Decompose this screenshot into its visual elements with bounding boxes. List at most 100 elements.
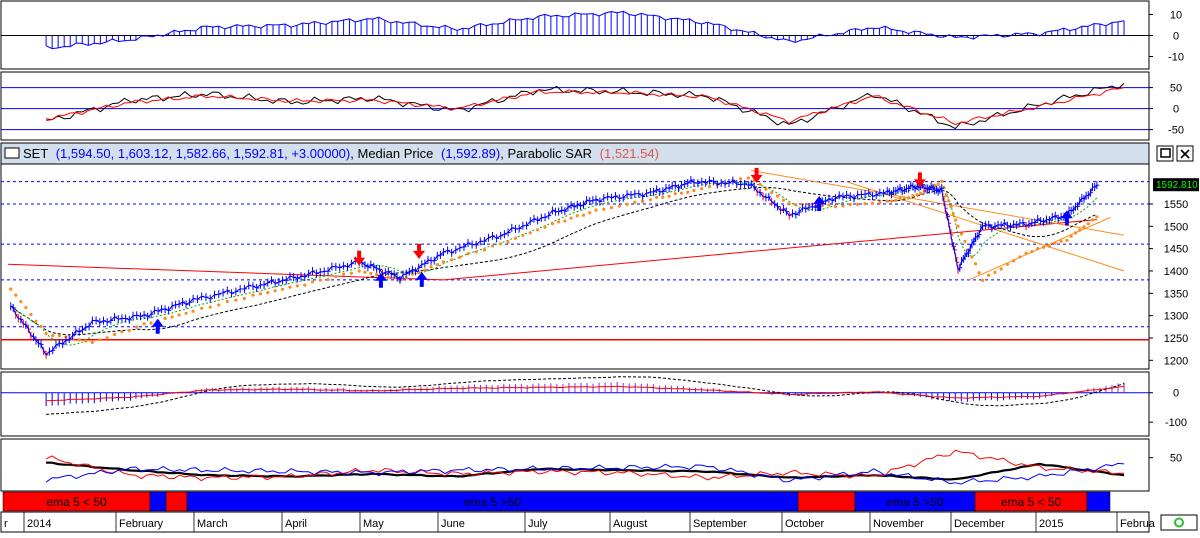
month-label: April: [285, 518, 307, 530]
sar-dot: [827, 203, 831, 207]
stochastic-line-black: [46, 83, 1125, 130]
sar-dot: [1078, 228, 1082, 232]
month-label: September: [693, 518, 747, 530]
sar-dot: [217, 303, 221, 307]
sar-dot: [679, 191, 684, 195]
regime-segment: [1086, 491, 1111, 512]
sar-dot: [787, 202, 791, 206]
sar-dot: [959, 232, 964, 236]
sar-dot: [633, 200, 637, 204]
panel-2-frame: [0, 71, 1150, 141]
sar-dot: [1086, 222, 1090, 226]
sar-dot: [251, 293, 255, 297]
month-label: October: [785, 518, 824, 530]
y-tick-label: 0: [1173, 388, 1179, 400]
month-label: 2015: [1039, 518, 1063, 530]
sar-dot: [550, 222, 555, 226]
close-button[interactable]: [1176, 145, 1194, 162]
price-panel-header: [0, 142, 1150, 165]
sar-dot: [781, 198, 786, 202]
sar-dot: [24, 306, 28, 310]
sar-dot: [954, 218, 958, 222]
sar-dot: [273, 289, 277, 293]
sar-dot: [700, 187, 704, 191]
sar-dot: [363, 270, 367, 274]
last-price-label: 1592.810: [1156, 180, 1198, 191]
sar-dot: [898, 196, 902, 200]
y-tick-label: 10: [1170, 10, 1182, 22]
panel-4-frame: [0, 371, 1150, 437]
y-tick-label: -50: [1168, 125, 1184, 137]
sar-dot: [1012, 259, 1016, 263]
sar-dot: [280, 287, 285, 291]
header-sar-value: (1,521.54): [600, 146, 659, 161]
restore-button[interactable]: [1156, 145, 1174, 162]
sar-dot: [105, 336, 109, 340]
status-button[interactable]: [1160, 514, 1198, 531]
sar-dot: [341, 272, 346, 276]
y-tick-label: -10: [1168, 52, 1184, 64]
sar-dot: [499, 242, 503, 246]
sar-dot: [369, 271, 373, 276]
sar-dot: [98, 338, 102, 342]
regime-segment: [797, 491, 856, 512]
channel-line: [968, 216, 1111, 281]
buy-signal-arrow: [813, 195, 826, 211]
sar-dot: [90, 340, 94, 344]
sar-dot: [655, 195, 659, 199]
sar-dot: [521, 233, 525, 237]
trend-line: [443, 219, 1097, 281]
header-median-label: Median Price: [357, 146, 433, 161]
y-tick-label: 1500: [1164, 221, 1188, 233]
sar-dot: [907, 196, 911, 200]
adx-line-red: [45, 449, 1125, 482]
sar-dot: [575, 214, 579, 218]
sar-dot: [739, 177, 743, 181]
sar-dot: [919, 191, 923, 196]
header-median-value: (1,592.89): [441, 146, 500, 161]
sar-dot: [410, 272, 415, 276]
sar-dot: [295, 284, 299, 288]
close-icon: [1180, 149, 1190, 159]
sar-dot: [1069, 234, 1073, 238]
sar-dot: [225, 299, 229, 303]
y-tick-label: 50: [1170, 83, 1182, 95]
sar-dot: [641, 199, 645, 204]
sar-dot: [625, 202, 629, 206]
sar-dot: [977, 271, 981, 275]
y-tick-label: 0: [1173, 31, 1179, 43]
sar-dot: [14, 293, 18, 297]
sar-dot: [112, 332, 117, 337]
sar-dot: [39, 324, 43, 329]
sar-dot: [429, 265, 433, 269]
sar-dot: [609, 205, 614, 210]
regime-strip: ema 5 < 50 ema 5 >50 ema 5 >50 ema 5 < 50: [2, 491, 1111, 512]
regime-label: ema 5 < 50: [46, 495, 107, 509]
sar-dot: [707, 184, 712, 189]
sar-dot: [594, 208, 598, 212]
sar-dot: [915, 193, 919, 197]
sar-dot: [820, 204, 824, 208]
sar-dot: [135, 325, 139, 329]
sar-dot: [423, 268, 427, 272]
month-label: Februa: [1120, 518, 1156, 530]
sar-dot: [878, 200, 882, 205]
sar-dot: [1047, 244, 1051, 248]
sar-dot: [588, 211, 592, 215]
sar-dot: [441, 260, 446, 264]
month-labels: r 2014 February March April May June July August…: [0, 512, 1156, 532]
sar-dot: [557, 220, 561, 224]
sar-dot: [242, 296, 247, 301]
sar-dot: [334, 274, 338, 279]
sar-dot: [528, 231, 532, 235]
restore-icon: [1160, 148, 1171, 158]
sar-dot: [450, 258, 454, 262]
sar-dot: [474, 250, 478, 254]
regime-label: ema 5 < 50: [1001, 495, 1062, 509]
sar-dot: [51, 334, 55, 338]
sar-dot: [956, 224, 960, 228]
sar-dot: [318, 278, 322, 282]
y-tick-label: 50: [1170, 453, 1182, 465]
sar-dot: [543, 225, 547, 229]
